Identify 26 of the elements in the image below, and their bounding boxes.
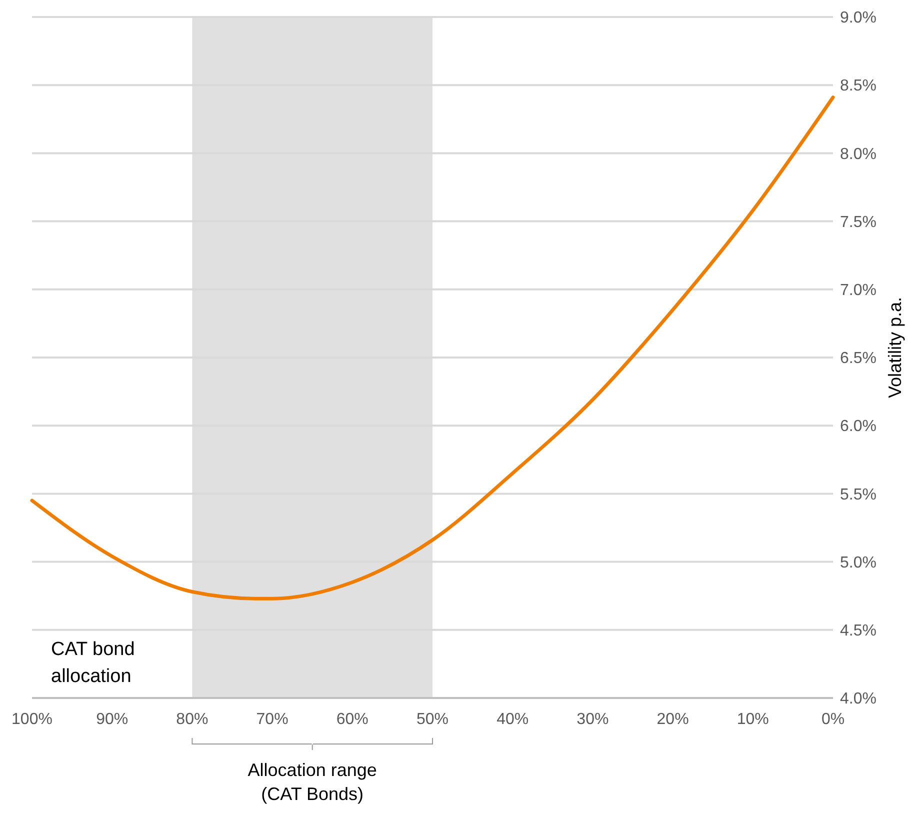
x-tick-label: 20% xyxy=(656,711,689,728)
y-tick-label: 5.5% xyxy=(840,486,876,504)
y-tick-label: 6.5% xyxy=(840,350,876,368)
x-tick-label: 70% xyxy=(256,711,288,728)
y-axis-title: Volatility p.a. xyxy=(885,296,905,398)
x-tick-label: 40% xyxy=(496,711,529,728)
y-tick-label: 8.0% xyxy=(840,146,876,163)
line-series xyxy=(30,96,835,600)
x-tick-label: 10% xyxy=(736,711,769,728)
x-tick-label: 90% xyxy=(96,711,128,728)
text: Allocation range (CAT Bonds) xyxy=(248,760,377,804)
y-tick-label: 8.5% xyxy=(840,78,876,95)
y-tick-label: 7.5% xyxy=(840,214,876,231)
y-tick-label: 6.0% xyxy=(840,418,876,436)
y-tick-label: 5.0% xyxy=(840,554,876,572)
x-tick-label: 0% xyxy=(821,711,845,728)
x-tick-label: 80% xyxy=(176,711,208,728)
x-tick-label: 50% xyxy=(416,711,449,728)
x-tick-label: 30% xyxy=(576,711,609,728)
y-tick-label: 4.5% xyxy=(840,622,876,640)
y-tick-label: 7.0% xyxy=(840,282,876,299)
annotation: CAT bond allocation xyxy=(51,639,135,687)
x-tick-label: 100% xyxy=(12,711,52,728)
x-tick-label: 60% xyxy=(336,711,368,728)
y-tick-label: 9.0% xyxy=(840,10,876,27)
y-tick-label: 4.0% xyxy=(840,690,876,708)
